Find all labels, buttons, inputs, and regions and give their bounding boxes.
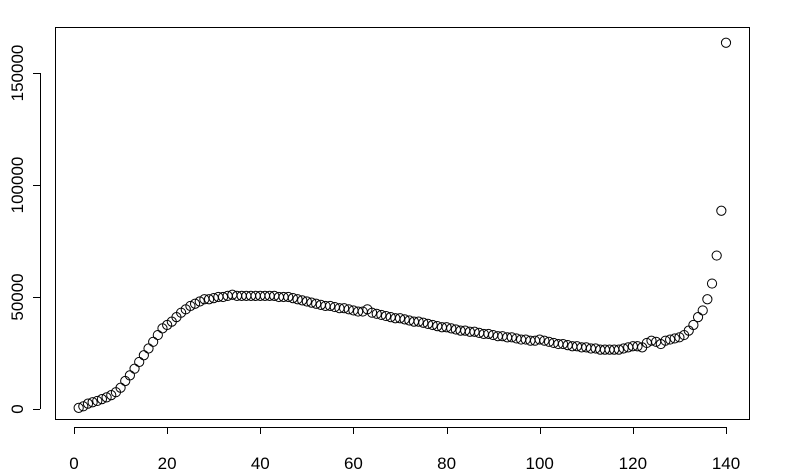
y-axis: 0 50000 100000 150000 — [8, 45, 41, 414]
data-point — [446, 323, 457, 334]
data-point — [376, 309, 387, 321]
data-point — [101, 392, 112, 403]
data-point — [283, 291, 294, 303]
data-point — [134, 356, 145, 368]
y-tick-label: 0 — [8, 404, 27, 413]
data-point — [311, 298, 322, 309]
data-point — [189, 298, 201, 309]
data-point — [301, 296, 312, 307]
data-point — [418, 317, 429, 328]
data-point — [711, 250, 722, 261]
data-point — [306, 297, 317, 308]
data-point — [413, 316, 424, 327]
data-point — [87, 397, 98, 408]
y-tick-label: 50000 — [8, 273, 27, 320]
data-point — [394, 313, 406, 324]
data-point — [697, 305, 708, 316]
data-point — [96, 394, 108, 405]
x-tick-label: 140 — [712, 454, 740, 473]
x-tick-label: 40 — [251, 454, 270, 473]
y-tick-label: 150000 — [8, 45, 27, 102]
data-point — [129, 363, 140, 374]
x-tick-label: 60 — [344, 454, 363, 473]
data-point — [352, 306, 364, 317]
data-point — [287, 293, 298, 304]
data-point — [646, 335, 657, 346]
data-point — [706, 278, 718, 289]
data-point — [73, 402, 84, 413]
data-point — [720, 37, 732, 48]
data-point — [534, 334, 545, 345]
data-point — [292, 294, 303, 305]
data-point — [143, 343, 154, 354]
data-point — [427, 319, 438, 331]
data-point — [674, 332, 685, 343]
data-point — [194, 296, 205, 307]
data-point — [366, 307, 378, 318]
plot-frame — [55, 27, 750, 420]
data-point — [152, 329, 163, 341]
data-point — [343, 304, 354, 315]
data-point — [148, 336, 159, 347]
data-point — [665, 334, 676, 345]
data-point — [669, 333, 680, 344]
data-point — [618, 343, 629, 354]
data-point — [325, 300, 336, 312]
data-point — [115, 382, 126, 393]
data-point — [557, 338, 569, 350]
data-point — [506, 332, 517, 343]
data-point — [422, 318, 434, 329]
data-point — [339, 303, 350, 314]
x-tick-label: 120 — [619, 454, 647, 473]
x-tick-label: 0 — [69, 454, 78, 473]
data-point — [217, 291, 229, 303]
data-points — [73, 37, 732, 413]
data-point — [441, 322, 452, 333]
x-tick-label: 100 — [526, 454, 554, 473]
y-tick-label: 100000 — [8, 157, 27, 214]
x-axis: 0 20 40 60 80 100 120 140 — [69, 427, 740, 473]
data-point — [92, 395, 103, 407]
x-tick-label: 20 — [158, 454, 177, 473]
data-point — [660, 335, 671, 346]
data-point — [688, 319, 699, 331]
data-point — [82, 398, 94, 409]
x-tick-label: 80 — [437, 454, 456, 473]
data-point — [124, 370, 135, 381]
data-point — [399, 314, 410, 325]
data-point — [185, 300, 196, 312]
data-point — [469, 326, 480, 337]
data-point — [380, 310, 392, 322]
data-point — [716, 205, 727, 216]
data-point — [539, 335, 550, 346]
data-point — [483, 328, 494, 340]
data-point — [632, 341, 643, 352]
data-point — [692, 312, 704, 323]
data-point — [297, 295, 308, 306]
data-point — [371, 308, 382, 319]
data-point — [543, 336, 555, 347]
data-point — [613, 344, 624, 355]
data-point — [138, 350, 149, 361]
data-point — [702, 294, 713, 305]
data-point — [120, 375, 131, 387]
data-point — [203, 294, 215, 305]
